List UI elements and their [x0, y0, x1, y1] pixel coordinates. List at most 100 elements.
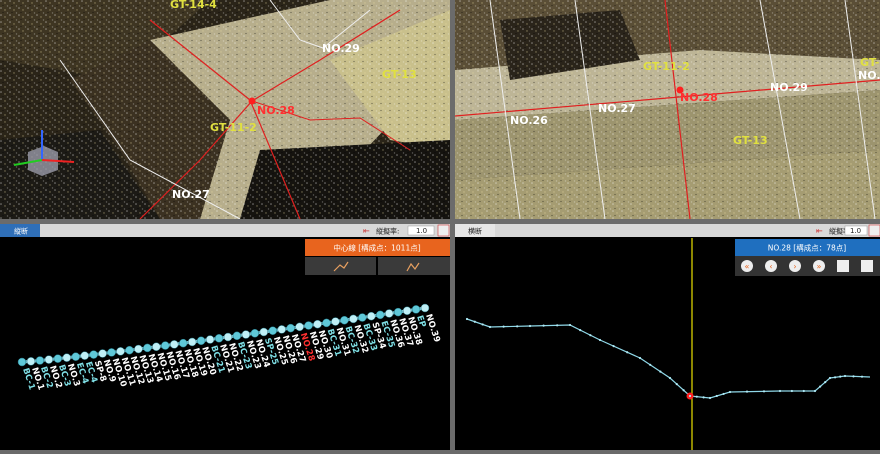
station-point: [62, 353, 72, 362]
section-vertex: [465, 317, 469, 321]
scale-label: 縦擬率:: [376, 227, 399, 236]
station-point: [295, 322, 304, 332]
station-point: [367, 311, 376, 321]
station-point: [35, 356, 45, 365]
scale-label: 縦擬率:: [829, 227, 852, 236]
station-point: [71, 352, 80, 361]
station-point: [420, 303, 430, 313]
station-point: [232, 331, 242, 341]
station-point: [241, 330, 251, 339]
scale-input[interactable]: [844, 225, 868, 236]
section-vertex: [626, 351, 629, 354]
svg-text:«: «: [745, 262, 750, 271]
map-label: NO.28: [680, 91, 718, 104]
station-point: [402, 306, 412, 316]
station-point: [358, 313, 367, 322]
section-vertex: [598, 338, 602, 342]
station-point: [259, 327, 269, 337]
section-vertex: [722, 392, 725, 396]
section-vertex: [695, 395, 698, 398]
tab-label[interactable]: 縦断: [14, 227, 28, 236]
section-vertex: [860, 375, 864, 378]
svg-text:›: ›: [793, 262, 796, 271]
station-point: [277, 325, 286, 334]
section-vertex: [682, 389, 685, 392]
station-point: [375, 310, 385, 320]
section-vertex: [556, 324, 559, 327]
section-vertex: [579, 329, 582, 332]
profile-stations: BC-1NO.1BC-2NO.2BC-3NO.3EC-4EC-4SP-8NO.9…: [17, 303, 442, 391]
section-vertex: [790, 389, 794, 393]
section-vertex: [481, 323, 484, 326]
home-button[interactable]: [868, 224, 880, 237]
map-label: GT-13: [733, 134, 768, 147]
station-point: [26, 357, 36, 366]
tool-button[interactable]: [378, 257, 450, 275]
section-vertex: [819, 385, 822, 388]
scale-value: 1.0: [416, 227, 427, 235]
panel-header: 中心線 [構成点：1011点]: [333, 243, 420, 253]
section-vertex: [589, 334, 592, 337]
section-vertex: [778, 389, 782, 393]
section-vertex: [708, 396, 712, 400]
station-point: [161, 341, 170, 350]
station-point: [116, 347, 125, 356]
station-point: [134, 344, 143, 354]
map-label: NO.26: [510, 114, 548, 127]
section-vertex: [834, 376, 837, 379]
station-point: [152, 342, 161, 351]
tab-label[interactable]: 横断: [468, 227, 482, 236]
station-point: [322, 318, 331, 328]
panel-header: NO.28 [構成点：78点]: [768, 243, 846, 253]
map-label: NO.27: [172, 188, 210, 201]
section-vertex: [473, 320, 476, 323]
station-point: [250, 329, 260, 338]
station-point: [331, 317, 340, 326]
section-vertex: [568, 323, 572, 327]
icon[interactable]: ⇤: [816, 227, 823, 236]
scale-input[interactable]: [407, 225, 435, 236]
icon[interactable]: ⇤: [363, 227, 370, 236]
map-label: GT-11-2: [210, 121, 257, 134]
section-vertex: [824, 381, 827, 384]
station-point: [393, 307, 403, 317]
station-label: EP: [414, 314, 427, 329]
section-vertex: [668, 376, 672, 380]
nav-buttons[interactable]: [741, 260, 873, 272]
section-vertex: [612, 345, 615, 348]
section-vertex: [745, 390, 749, 393]
section-vertex: [488, 325, 492, 329]
station-point: [304, 321, 313, 330]
section-vertex: [502, 325, 505, 328]
section-vertex: [715, 394, 718, 398]
station-point: [17, 357, 27, 367]
station-point: [286, 323, 295, 333]
map-label: NO.28: [257, 104, 295, 117]
map-label: NO.29: [770, 81, 808, 94]
map-label: NO.29: [322, 42, 360, 55]
station-point: [125, 345, 134, 355]
section-vertex: [843, 374, 847, 378]
station-point: [178, 338, 188, 348]
station-point: [143, 343, 152, 353]
section-vertex: [638, 356, 642, 360]
scale-value: 1.0: [850, 227, 861, 235]
view-3d-right[interactable]: GT-11-2 NO.26 NO.27 NO.28 NO.29 GT-13 GT…: [455, 0, 880, 219]
station-point: [107, 348, 116, 357]
home-button[interactable]: [437, 224, 450, 237]
cross-panel: 横断 ⇤ 縦擬率: 1.0 NO.28 [構成点：78点] « ‹ › »: [455, 224, 880, 450]
view-3d-left[interactable]: GT-14-4 NO.29 GT-13 NO.28 GT-11-2 NO.27: [0, 0, 450, 219]
station-point: [44, 355, 54, 364]
map-label: NO.3: [858, 69, 880, 82]
station-point: [80, 351, 89, 360]
station-point: [205, 335, 215, 344]
station-point: [89, 350, 98, 359]
station-point: [313, 319, 322, 329]
section-vertex: [852, 375, 855, 378]
station-point: [196, 336, 206, 345]
profile-line: [21, 306, 426, 364]
section-vertex: [675, 383, 678, 386]
map-label: GT-11-2: [643, 60, 690, 73]
station-point: [187, 337, 197, 347]
